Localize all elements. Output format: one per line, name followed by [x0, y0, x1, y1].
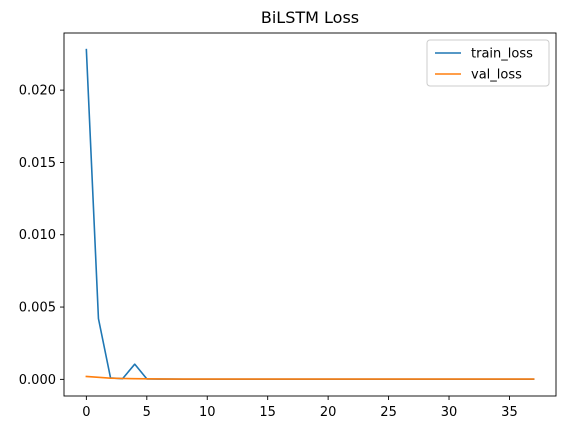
legend-label-val_loss: val_loss	[471, 68, 522, 83]
y-tick-label: 0.000	[19, 373, 56, 388]
x-tick-label: 5	[143, 405, 151, 420]
y-tick-label: 0.010	[19, 228, 56, 243]
x-tick-label: 30	[441, 405, 458, 420]
x-tick-label: 20	[320, 405, 337, 420]
chart-title: BiLSTM Loss	[261, 8, 359, 27]
axes-frame	[63, 32, 557, 397]
x-tick-label: 25	[380, 405, 397, 420]
series-line-train_loss	[85, 48, 535, 381]
y-tick-label: 0.015	[19, 156, 56, 171]
plot-area: 0 5 10 15 20 25 30 35 0.000 0.005 0.010 0.015 0.020	[19, 32, 557, 420]
y-tick-label: 0.020	[19, 84, 56, 99]
x-tick-label: 15	[259, 405, 276, 420]
y-tick-label: 0.005	[19, 301, 56, 316]
legend-label-train_loss: train_loss	[471, 47, 533, 62]
series-line-val_loss	[85, 375, 535, 380]
x-tick-label: 35	[501, 405, 518, 420]
legend: train_loss val_loss	[426, 39, 550, 87]
x-tick-label: 10	[199, 405, 216, 420]
x-tick-label: 0	[82, 405, 90, 420]
